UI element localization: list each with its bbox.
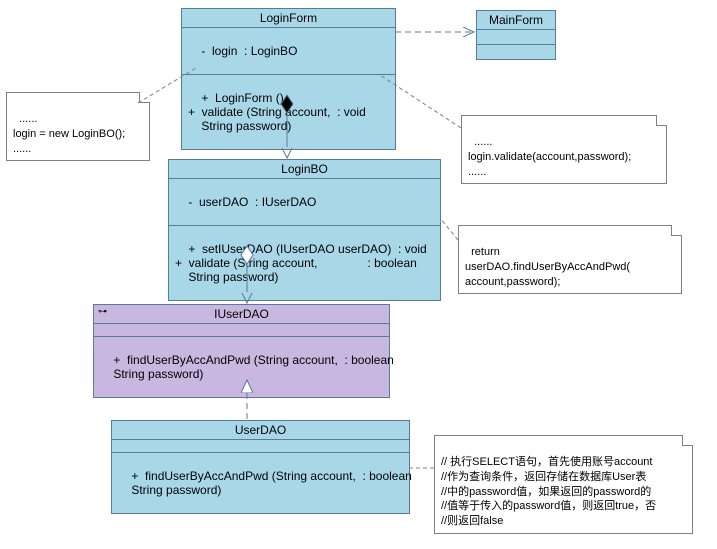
class-header: UserDAO (112, 421, 409, 440)
class-header: ⊶ IUserDAO (94, 305, 389, 324)
note-login-validate: ...... login.validate(account,password);… (461, 115, 667, 184)
class-ops: + findUserByAccAndPwd (String account, :… (112, 453, 409, 513)
class-attrs (94, 324, 389, 337)
class-loginbo: LoginBO - userDAO : IUserDAO + setIUserD… (168, 159, 441, 301)
class-attrs (477, 30, 555, 45)
class-name: LoginForm (260, 11, 317, 25)
class-ops (477, 45, 555, 59)
interface-marker: ⊶ (98, 306, 107, 317)
class-ops: + findUserByAccAndPwd (String account, :… (94, 337, 389, 397)
class-ops: + LoginForm () + validate (String accoun… (182, 75, 395, 149)
class-header: LoginBO (169, 160, 440, 179)
class-name: LoginBO (281, 162, 328, 176)
class-attrs (112, 440, 409, 453)
note-login-instantiate: ...... login = new LoginBO(); ...... (6, 92, 150, 161)
class-name: IUserDAO (214, 307, 269, 321)
class-header: MainForm (477, 11, 555, 30)
note3-anchor (440, 218, 458, 240)
class-name: UserDAO (235, 423, 286, 437)
note-select-comment: // 执行SELECT语句，首先使用账号account //作为查询条件，返回存… (434, 435, 693, 534)
class-userdao: UserDAO + findUserByAccAndPwd (String ac… (111, 420, 410, 514)
class-mainform: MainForm (476, 10, 556, 60)
class-header: LoginForm (182, 9, 395, 28)
class-name: MainForm (489, 13, 543, 27)
class-loginform: LoginForm - login : LoginBO + LoginForm … (181, 8, 396, 150)
class-attrs: - userDAO : IUserDAO (169, 179, 440, 226)
interface-iuserdao: ⊶ IUserDAO + findUserByAccAndPwd (String… (93, 304, 390, 398)
note-return-dao: return userDAO.findUserByAccAndPwd( acco… (458, 225, 682, 294)
class-ops: + setIUserDAO (IUserDAO userDAO) : void … (169, 226, 440, 300)
class-attrs: - login : LoginBO (182, 28, 395, 75)
